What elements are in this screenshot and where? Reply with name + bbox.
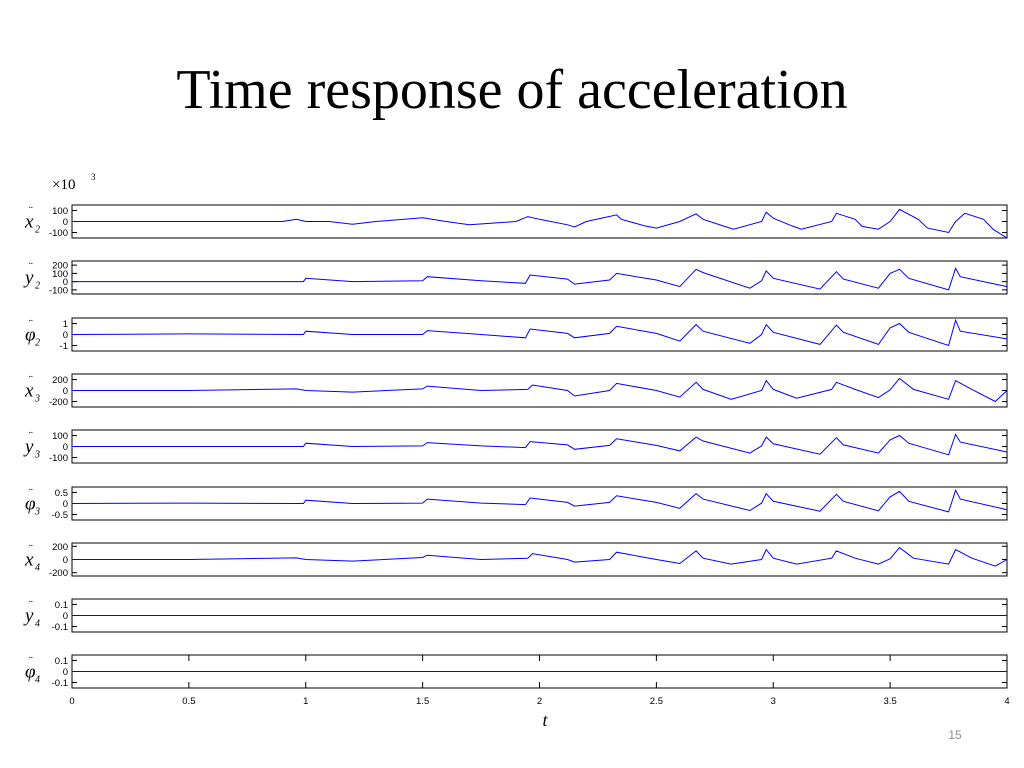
y-tick-label: 0 [63,667,68,678]
y-tick-label: -100 [49,228,68,239]
y-axis-symbol: x [24,212,34,233]
y-axis-label-5: y¨3 [23,429,40,461]
x-tick-label: 0.5 [182,696,195,707]
panel-6: 0.50-0.5 φ¨3 [25,486,1008,521]
y-tick-label: 0 [63,330,68,341]
panel-3: 10-1 φ¨2 [25,317,1008,352]
double-dot-accent: ¨ [28,598,33,612]
x-tick-label: 4 [1004,696,1009,707]
y-tick-label: 100 [52,431,68,442]
x-tick-label: 2 [537,696,542,707]
y-tick-label: 100 [52,206,68,217]
double-dot-accent: ¨ [28,654,33,668]
y-axis-label-9: φ¨4 [25,654,40,686]
series-line-1 [72,208,1008,239]
y-axis-label-3: φ¨2 [25,317,40,349]
y-axis-label-4: x¨3 [24,373,40,405]
series-line-6 [71,489,1008,513]
y-tick-label: -200 [49,568,68,579]
x-tick-label: 3 [771,696,776,707]
y-tick-label: -100 [49,285,68,296]
panel-frame [71,260,1008,295]
panel-9: 0.10-0.1 φ¨4 [25,654,1008,689]
x-tick-label: 0 [69,696,74,707]
y-tick-label: 200 [52,542,68,553]
slide-title: Time response of acceleration [176,59,848,121]
series-line-3 [71,318,1008,347]
y-axis-label-8: y¨4 [23,598,40,630]
y-axis-subscript: 4 [35,619,40,630]
y-tick-label: 1 [63,319,68,330]
y-axis-symbol: y [23,606,34,627]
y-axis-subscript: 3 [34,507,40,518]
scale-multiplier: ×10 3 [52,172,96,193]
panel-8: 0.10-0.1 y¨4 [23,598,1008,633]
y-tick-label: 0 [63,555,68,566]
y-tick-label: 0 [63,442,68,453]
y-tick-label: 0 [63,386,68,397]
y-axis-label-7: x¨4 [24,542,40,574]
scale-multiplier-text: ×10 [52,177,75,193]
x-axis: 0 0.5 1 1.5 2 2.5 3 3.5 4 [69,655,1010,707]
y-axis-symbol: φ [25,494,36,515]
y-axis-subscript: 4 [35,563,40,574]
series-line-4 [72,377,1008,403]
slide-number: 15 [948,728,962,742]
y-tick-label: 100 [52,269,68,280]
x-axis-label: t [542,710,548,730]
series-line-2 [72,267,1008,291]
y-axis-subscript: 3 [34,450,40,461]
y-tick-label: 0 [63,499,68,510]
series-line-5 [72,433,1008,456]
y-tick-label: -0.5 [52,510,68,521]
y-tick-label: 0.1 [55,656,68,667]
x-tick-label: 1.5 [416,696,429,707]
y-axis-subscript: 3 [34,394,40,405]
double-dot-accent: ¨ [28,260,33,274]
y-axis-subscript: 4 [35,675,40,686]
y-axis-subscript: 2 [35,225,40,236]
series-line-7 [72,546,1008,567]
y-tick-label: 0 [63,611,68,622]
x-tick-label: 2.5 [650,696,663,707]
y-axis-symbol: φ [25,662,36,683]
x-tick-label: 3.5 [884,696,897,707]
y-tick-label: 200 [52,261,68,272]
y-tick-label: -1 [60,341,68,352]
y-tick-label: 0 [63,277,68,288]
y-tick-label: -0.1 [52,622,68,633]
y-tick-label: -100 [49,453,68,464]
y-axis-symbol: x [24,381,34,402]
panel-7: 200 0 -200 x¨4 [24,542,1008,579]
x-tick-label: 1 [303,696,308,707]
y-tick-label: -0.1 [52,678,68,689]
y-axis-subscript: 2 [35,281,40,292]
y-tick-label: 200 [52,375,68,386]
y-axis-label-6: φ¨3 [25,486,40,518]
double-dot-accent: ¨ [28,486,33,500]
scale-multiplier-exponent: 3 [91,172,96,182]
double-dot-accent: ¨ [28,429,33,443]
double-dot-accent: ¨ [28,317,33,331]
y-axis-symbol: y [23,268,34,289]
y-axis-symbol: y [23,437,34,458]
y-axis-symbol: x [24,550,34,571]
y-tick-label: 0 [63,217,68,228]
y-tick-label: -200 [49,397,68,408]
y-axis-symbol: φ [25,325,36,346]
y-tick-label: 0.1 [55,600,68,611]
double-dot-accent: ¨ [28,542,33,556]
double-dot-accent: ¨ [28,204,33,218]
y-axis-label-2: y¨2 [23,260,40,292]
y-tick-label: 0.5 [55,488,68,499]
y-axis-label-1: x¨2 [24,204,40,236]
y-axis-subscript: 2 [35,338,40,349]
double-dot-accent: ¨ [28,373,33,387]
